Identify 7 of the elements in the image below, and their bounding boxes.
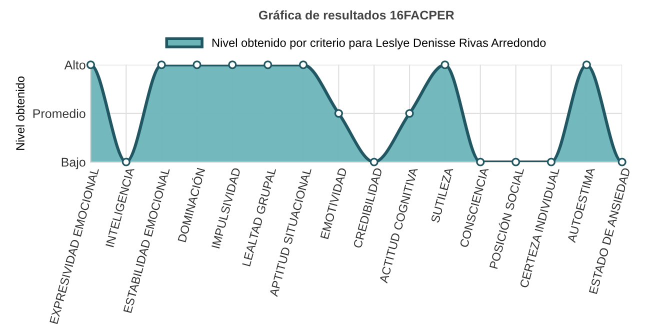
- y-axis-title: Nivel obtenido: [16, 76, 24, 150]
- x-tick-label: LEALTAD GRUPAL: [242, 167, 276, 266]
- category-label: Promedio: [33, 108, 86, 118]
- category-label: Bajo: [62, 157, 86, 170]
- legend-label: Nivel obtenido por criterio para Leslye Denisse Rivas Arredondo: [212, 38, 546, 50]
- category-label: Alto: [64, 60, 86, 70]
- chart-title: Gráfica de resultados 16FACPER: [258, 10, 454, 20]
